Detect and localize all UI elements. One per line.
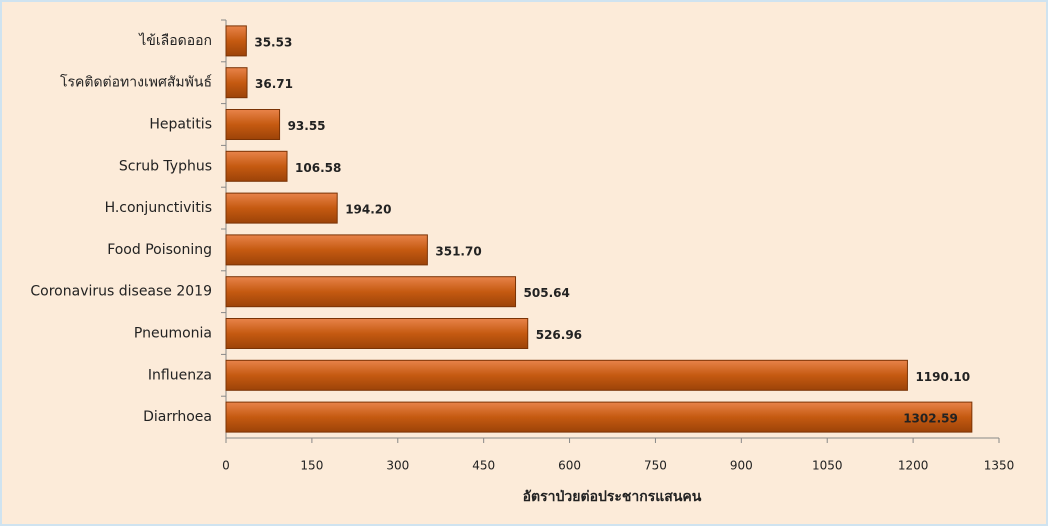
y-tick-label: Influenza xyxy=(148,367,212,383)
bar xyxy=(225,109,281,140)
x-tick-label: 600 xyxy=(558,459,581,473)
y-tick-label: H.conjunctivitis xyxy=(105,200,212,216)
y-tick-label: Coronavirus disease 2019 xyxy=(30,284,212,300)
data-label: 505.64 xyxy=(524,286,570,300)
bar xyxy=(225,192,338,224)
x-axis-title: อัตราป่วยต่อประชากรแสนคน xyxy=(523,489,702,505)
data-label: 1190.10 xyxy=(915,370,970,384)
data-label: 36.71 xyxy=(255,77,293,91)
bar xyxy=(225,401,973,433)
y-tick-label: โรคติดต่อทางเพศสัมพันธ์ xyxy=(60,74,212,91)
bar xyxy=(225,150,288,182)
bar xyxy=(225,359,908,391)
data-label: 106.58 xyxy=(295,161,341,175)
y-tick-label: ไข้เลือดออก xyxy=(138,32,212,49)
x-tick-label: 300 xyxy=(386,459,409,473)
data-label: 194.20 xyxy=(345,203,391,217)
y-tick-label: Diarrhoea xyxy=(143,409,212,425)
x-tick-label: 750 xyxy=(644,459,667,473)
y-tick-label: Pneumonia xyxy=(134,326,212,342)
x-tick-label: 0 xyxy=(222,459,230,473)
bar xyxy=(225,318,529,349)
bar xyxy=(225,234,428,266)
x-tick-label: 450 xyxy=(472,459,495,473)
y-tick-label: Scrub Typhus xyxy=(119,158,212,174)
data-label: 1302.59 xyxy=(903,412,958,426)
data-label: 526.96 xyxy=(536,328,582,342)
bar xyxy=(225,276,517,308)
x-tick-label: 1050 xyxy=(812,459,843,473)
data-label: 351.70 xyxy=(435,244,481,258)
y-tick-label: Food Poisoning xyxy=(107,242,212,258)
data-label: 35.53 xyxy=(254,35,292,49)
bar xyxy=(225,25,247,57)
bar xyxy=(225,67,248,99)
data-label: 93.55 xyxy=(288,119,326,133)
x-tick-label: 900 xyxy=(730,459,753,473)
x-tick-label: 1350 xyxy=(984,459,1015,473)
y-tick-label: Hepatitis xyxy=(149,117,212,133)
x-tick-label: 150 xyxy=(300,459,323,473)
x-tick-label: 1200 xyxy=(898,459,929,473)
